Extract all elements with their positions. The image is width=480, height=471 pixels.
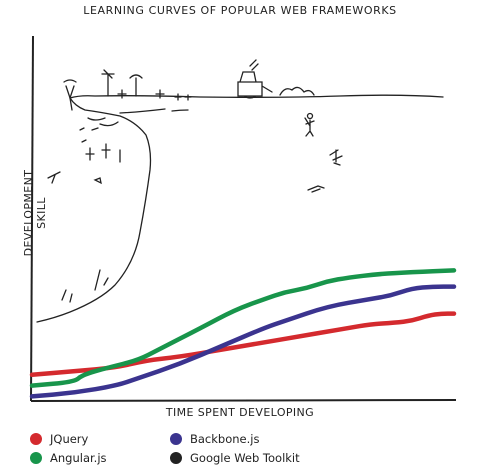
legend-swatch-backbone	[170, 433, 182, 445]
legend-label-jquery: JQuery	[50, 432, 89, 446]
legend-swatch-angular	[30, 452, 42, 464]
legend-label-angular: Angular.js	[50, 451, 107, 465]
series-line-angular-js	[29, 268, 457, 388]
stick-figure-falling	[304, 117, 315, 137]
stick-figure-tumbling	[329, 149, 343, 166]
ground-shading	[87, 117, 119, 131]
windmill-1	[101, 69, 115, 97]
y-axis-label: DEVELOPMENT SKILL	[22, 169, 48, 257]
windmill-2	[129, 74, 143, 97]
legend-swatch-jquery	[30, 433, 42, 445]
base-plants	[61, 269, 109, 303]
chart-title: LEARNING CURVES OF POPULAR WEB FRAMEWORK…	[83, 4, 397, 17]
legend-swatch-gwt	[170, 452, 182, 464]
legend-item-gwt: Google Web Toolkit	[170, 451, 300, 465]
x-axis-label: TIME SPENT DEVELOPING	[165, 406, 315, 419]
dangling-figures	[85, 143, 121, 163]
stick-figure-landed	[307, 185, 325, 193]
legend-item-angular: Angular.js	[30, 451, 107, 465]
x-axis	[30, 399, 457, 402]
tree-left	[63, 79, 77, 111]
rock-pile	[279, 86, 315, 96]
debris	[47, 127, 102, 185]
y-axis	[30, 35, 34, 402]
crosses	[117, 89, 192, 101]
cliff-sketch	[36, 59, 444, 323]
series-line-backbone-js	[29, 284, 457, 399]
legend-item-backbone: Backbone.js	[170, 432, 259, 446]
bulldozer	[237, 59, 273, 99]
legend-item-jquery: JQuery	[30, 432, 88, 446]
legend-label-gwt: Google Web Toolkit	[190, 451, 300, 465]
legend-label-backbone: Backbone.js	[190, 432, 260, 446]
series-line-jquery	[29, 311, 457, 378]
